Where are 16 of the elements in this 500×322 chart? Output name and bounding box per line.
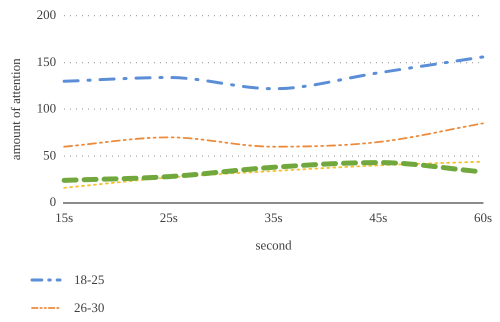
y-axis-title: amount of attention: [8, 58, 24, 160]
x-axis-title: second: [255, 238, 292, 253]
y-tick-label: 100: [36, 100, 56, 116]
y-tick-label: 0: [50, 194, 56, 210]
y-tick-label: 50: [43, 147, 56, 162]
line-series: [63, 122, 484, 148]
x-tick-label: 35s: [264, 210, 283, 226]
x-tick-label: 60s: [474, 210, 492, 226]
x-tick-label: 25s: [160, 210, 178, 226]
line-series: [62, 55, 484, 90]
legend-label: 26-30: [74, 300, 104, 316]
x-tick-label: 15s: [55, 210, 74, 226]
y-tick-label: 200: [36, 7, 56, 22]
y-tick-label: 150: [36, 54, 56, 69]
x-tick-label: 45s: [369, 210, 388, 226]
legend-label: 18-25: [74, 272, 104, 288]
